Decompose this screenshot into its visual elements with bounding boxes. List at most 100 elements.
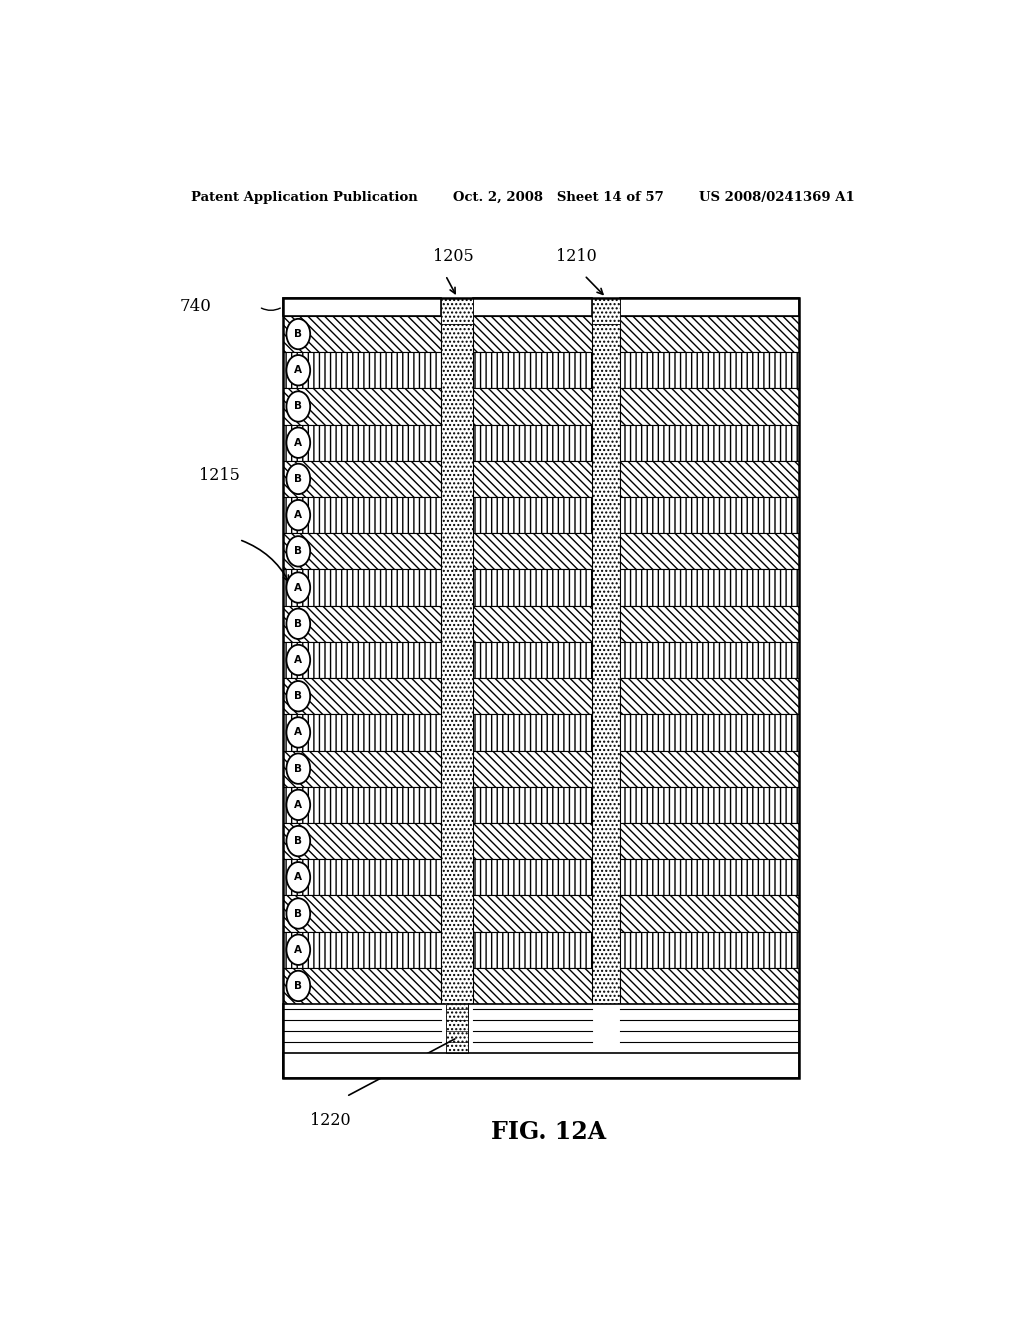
Bar	[283, 297, 799, 1078]
Text: A: A	[294, 438, 302, 447]
Bar	[473, 895, 592, 932]
Bar	[473, 461, 592, 498]
Text: A: A	[294, 727, 302, 738]
Text: A: A	[294, 510, 302, 520]
Circle shape	[287, 826, 310, 857]
Bar	[620, 678, 799, 714]
Text: US 2008/0241369 A1: US 2008/0241369 A1	[699, 190, 855, 203]
Text: B: B	[294, 329, 302, 339]
Circle shape	[287, 789, 310, 820]
Text: B: B	[294, 546, 302, 556]
Text: B: B	[294, 619, 302, 628]
Bar	[473, 352, 592, 388]
Bar	[283, 678, 441, 714]
Circle shape	[287, 862, 310, 892]
Bar	[473, 425, 592, 461]
Bar	[592, 297, 621, 325]
Circle shape	[287, 970, 310, 1001]
Bar	[473, 932, 592, 968]
Text: FIG. 12A: FIG. 12A	[492, 1121, 606, 1144]
Bar	[473, 968, 592, 1005]
Bar	[620, 859, 799, 895]
Text: B: B	[294, 981, 302, 991]
Circle shape	[287, 428, 310, 458]
Bar	[620, 352, 799, 388]
Circle shape	[287, 355, 310, 385]
Bar	[473, 787, 592, 822]
Bar	[446, 1005, 468, 1078]
Circle shape	[287, 717, 310, 747]
Bar	[620, 388, 799, 425]
Text: Patent Application Publication: Patent Application Publication	[191, 190, 418, 203]
Bar	[473, 533, 592, 569]
Bar	[473, 678, 592, 714]
Bar	[620, 297, 799, 315]
Circle shape	[287, 681, 310, 711]
Bar	[592, 315, 621, 1005]
Bar	[473, 569, 592, 606]
Bar	[473, 388, 592, 425]
Bar	[620, 425, 799, 461]
Circle shape	[287, 573, 310, 603]
Text: A: A	[294, 366, 302, 375]
Circle shape	[287, 754, 310, 784]
Bar	[620, 822, 799, 859]
Bar	[473, 714, 592, 751]
Bar	[283, 714, 441, 751]
Bar	[473, 498, 592, 533]
Bar	[620, 606, 799, 642]
Text: 1210: 1210	[556, 248, 597, 265]
Bar	[620, 787, 799, 822]
Bar	[283, 388, 441, 425]
Bar	[620, 895, 799, 932]
Text: B: B	[294, 836, 302, 846]
Bar	[283, 968, 441, 1005]
Bar	[283, 859, 441, 895]
Circle shape	[287, 644, 310, 676]
Circle shape	[287, 899, 310, 929]
Bar	[620, 461, 799, 498]
Text: 1215: 1215	[199, 467, 240, 483]
Bar	[446, 1005, 468, 1078]
Bar	[620, 932, 799, 968]
Bar	[283, 315, 441, 352]
Text: B: B	[294, 908, 302, 919]
Circle shape	[287, 391, 310, 421]
Text: 740: 740	[179, 298, 211, 315]
Bar	[446, 1005, 468, 1078]
Bar	[283, 498, 441, 533]
Text: B: B	[294, 401, 302, 412]
Bar	[620, 315, 799, 352]
Circle shape	[287, 319, 310, 350]
Circle shape	[287, 609, 310, 639]
Bar	[620, 714, 799, 751]
Bar	[283, 642, 441, 678]
Circle shape	[287, 935, 310, 965]
Text: B: B	[294, 474, 302, 484]
Bar	[283, 787, 441, 822]
Bar	[620, 569, 799, 606]
Bar	[283, 1053, 799, 1078]
Bar	[283, 751, 441, 787]
Circle shape	[287, 500, 310, 531]
Bar	[283, 932, 441, 968]
Bar	[473, 297, 592, 315]
Text: A: A	[294, 873, 302, 882]
Bar	[283, 425, 441, 461]
Text: A: A	[294, 945, 302, 954]
Bar	[473, 606, 592, 642]
Bar	[283, 895, 441, 932]
Bar	[283, 461, 441, 498]
Circle shape	[287, 463, 310, 494]
Bar	[620, 498, 799, 533]
Text: Oct. 2, 2008   Sheet 14 of 57: Oct. 2, 2008 Sheet 14 of 57	[454, 190, 665, 203]
Bar	[473, 859, 592, 895]
Bar	[473, 315, 592, 352]
Bar	[473, 822, 592, 859]
Text: B: B	[294, 764, 302, 774]
Text: 1220: 1220	[310, 1111, 350, 1129]
Text: A: A	[294, 582, 302, 593]
Circle shape	[287, 536, 310, 566]
Bar	[441, 315, 473, 1005]
Bar	[283, 352, 441, 388]
